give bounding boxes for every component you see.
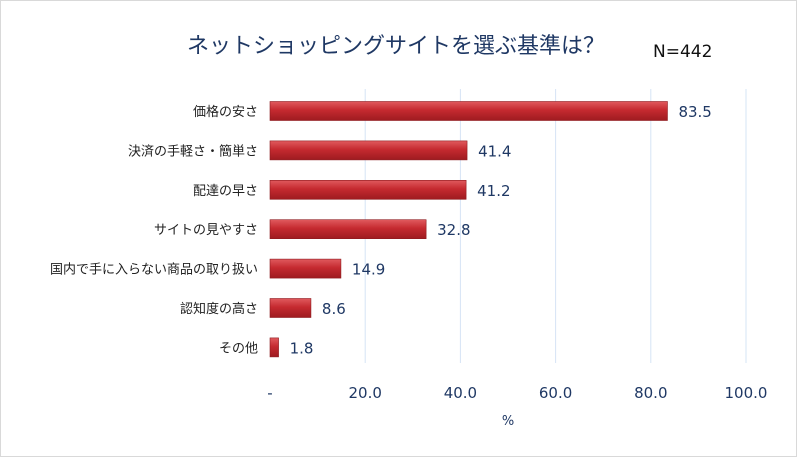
grid-lines	[364, 89, 747, 363]
value-label: 1.8	[290, 339, 314, 357]
bars	[269, 101, 668, 358]
value-label: 14.9	[352, 261, 385, 279]
bar	[269, 258, 342, 279]
x-tick-label: 40.0	[444, 384, 477, 402]
bar	[269, 337, 279, 358]
labels: - 20.0 40.0 60.0 80.0 100.0 価格の安さ 83.5 決済の手軽さ・簡単…	[50, 103, 767, 402]
category-label: 配達の早さ	[193, 184, 258, 199]
x-tick-label: 100.0	[725, 384, 768, 402]
bar	[269, 180, 467, 200]
category-label: サイトの見やすさ	[154, 223, 258, 238]
x-tick-label: 20.0	[348, 384, 381, 402]
category-label: 国内で手に入らない商品の取り扱い	[50, 262, 258, 278]
category-label: その他	[219, 341, 258, 356]
value-label: 41.4	[478, 142, 511, 160]
value-label: 32.8	[437, 221, 470, 239]
bar	[269, 219, 427, 239]
bar	[269, 101, 668, 121]
bar	[269, 298, 312, 318]
category-label: 決済の手軽さ・簡単さ	[128, 143, 258, 159]
value-label: 83.5	[678, 103, 711, 121]
x-tick-label: 60.0	[539, 384, 572, 402]
category-label: 認知度の高さ	[180, 301, 258, 317]
sample-size-label: N=442	[653, 42, 712, 62]
x-tick-label: -	[267, 384, 272, 402]
chart-title: ネットショッピングサイトを選ぶ基準は？	[187, 34, 605, 59]
bar	[269, 140, 468, 161]
x-tick-label: 80.0	[634, 384, 667, 402]
value-label: 41.2	[477, 182, 510, 200]
category-label: 価格の安さ	[193, 104, 258, 120]
x-axis-unit-label: %	[502, 414, 514, 429]
value-label: 8.6	[322, 300, 346, 318]
